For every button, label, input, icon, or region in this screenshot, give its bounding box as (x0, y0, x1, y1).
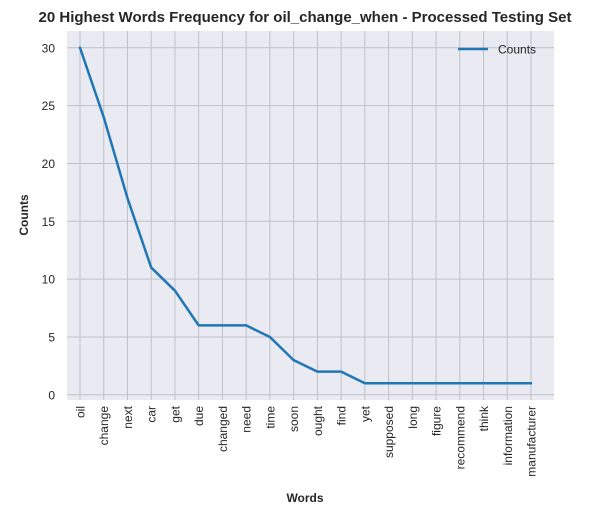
x-tick-label: yet (358, 405, 372, 422)
x-tick-label: time (263, 406, 277, 429)
y-axis-label: Counts (17, 194, 31, 236)
x-tick-label: soon (287, 406, 301, 432)
x-tick-label: recommend (453, 406, 467, 469)
x-axis-label: Words (286, 491, 323, 505)
x-tick-label: change (97, 406, 111, 446)
x-tick-label: think (477, 405, 491, 431)
y-tick-label: 20 (42, 157, 56, 171)
x-tick-label: find (335, 406, 349, 425)
x-tick-label: due (192, 406, 206, 426)
x-tick-label: oil (74, 406, 88, 418)
x-tick-label: supposed (382, 406, 396, 458)
y-tick-label: 5 (48, 330, 55, 344)
y-tick-label: 30 (42, 41, 56, 55)
plot-area (67, 31, 554, 400)
x-tick-label: changed (216, 406, 230, 452)
x-tick-label: figure (430, 406, 444, 436)
y-tick-label: 0 (48, 388, 55, 402)
x-tick-label: car (145, 406, 159, 423)
y-tick-label: 10 (42, 273, 56, 287)
y-tick-label: 15 (42, 215, 56, 229)
y-tick-labels: 0 5 10 15 20 25 30 (42, 41, 56, 402)
x-tick-label: next (121, 405, 135, 428)
x-tick-label: ought (311, 405, 325, 436)
chart-title: 20 Highest Words Frequency for oil_chang… (39, 9, 572, 26)
x-tick-label: information (501, 406, 515, 465)
x-tick-label: need (240, 406, 254, 433)
x-tick-label: get (168, 405, 182, 422)
x-tick-label: long (406, 406, 420, 429)
legend-label-counts: Counts (498, 43, 536, 57)
y-tick-label: 25 (42, 99, 56, 113)
x-tick-label: manufacturer (525, 406, 539, 477)
